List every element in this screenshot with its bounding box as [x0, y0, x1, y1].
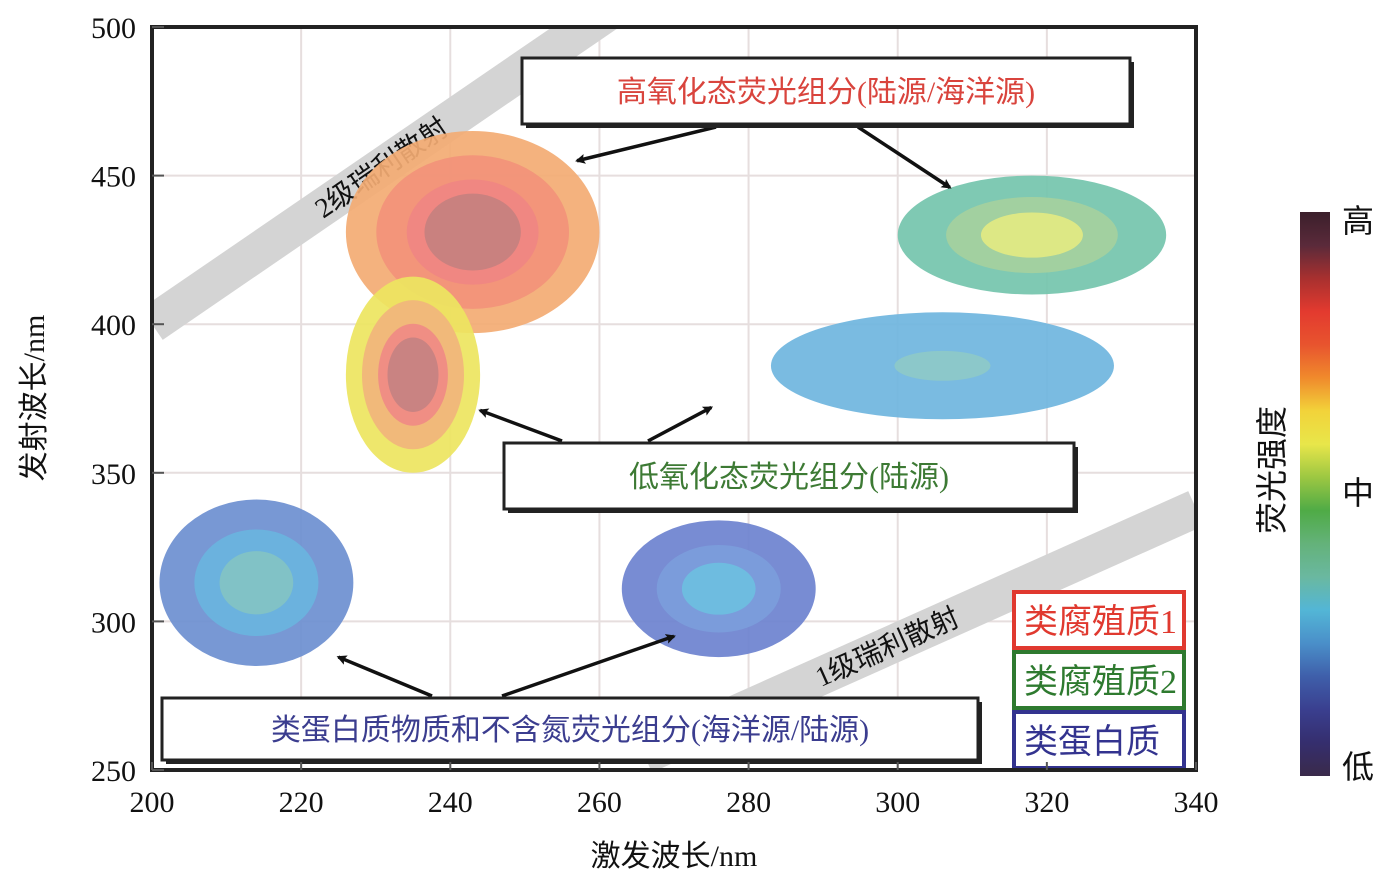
- legend-entry: 类腐殖质1: [1012, 590, 1186, 650]
- annotation-arrow: [647, 405, 714, 443]
- y-axis-title: 发射波长/nm: [18, 315, 51, 482]
- x-tick-label: 220: [279, 786, 324, 819]
- y-tick-label: 250: [91, 755, 136, 788]
- annotation-2: 低氧化态荧光组分(陆源): [478, 405, 1078, 513]
- annotation-arrow: [336, 655, 433, 698]
- legend-label: 类腐殖质1: [1024, 603, 1177, 641]
- y-tick-label: 350: [91, 458, 136, 491]
- peak-contour: [219, 551, 294, 615]
- legend: 类腐殖质1 类腐殖质2 类蛋白质: [1012, 590, 1186, 770]
- colorbar-label-low: 低: [1342, 749, 1374, 785]
- annotation-box: [160, 696, 980, 762]
- x-tick-label: 320: [1024, 786, 1069, 819]
- peak-contour: [980, 212, 1083, 258]
- y-tick-label: 300: [91, 606, 136, 639]
- colorbar: 高 中 低 荧光强度: [1254, 203, 1374, 785]
- annotation-box: [520, 56, 1132, 126]
- x-tick-label: 280: [726, 786, 771, 819]
- colorbar-title: 荧光强度: [1254, 406, 1290, 534]
- annotations: 高氧化态荧光组分(陆源/海洋源) 低氧化态荧光组分(陆源) 类蛋白质物质和不含氮荧光…: [160, 56, 1134, 764]
- peak-contour: [894, 350, 991, 381]
- y-tick-label: 450: [91, 161, 136, 194]
- legend-swatch-box: [1012, 710, 1186, 770]
- legend-swatch-box: [1012, 650, 1186, 710]
- fluorescence-peaks: [159, 131, 1167, 666]
- peak-low-ox-terrestrial-1: [345, 276, 481, 473]
- y-axis-ticks: 250 300 350 400 450 500: [91, 12, 164, 788]
- peak-low-ox-terrestrial-2: [770, 312, 1114, 420]
- x-tick-label: 260: [577, 786, 622, 819]
- y-tick-label: 400: [91, 309, 136, 342]
- colorbar-label-high: 高: [1342, 203, 1374, 239]
- peak-protein-like-2: [621, 520, 816, 658]
- peak-contour: [424, 193, 521, 271]
- legend-swatch-box: [1012, 590, 1186, 650]
- annotation-arrow: [501, 634, 676, 698]
- annotation-arrow: [857, 125, 952, 189]
- annotation-box: [502, 441, 1076, 511]
- x-tick-label: 300: [875, 786, 920, 819]
- annotation-3: 类蛋白质物质和不含氮荧光组分(海洋源/陆源): [160, 634, 982, 764]
- x-tick-label: 340: [1174, 786, 1219, 819]
- annotation-arrow: [478, 408, 563, 443]
- legend-entry: 类腐殖质2: [1012, 650, 1186, 710]
- x-tick-label: 200: [130, 786, 175, 819]
- annotation-text: 类蛋白质物质和不含氮荧光组分(海洋源/陆源): [271, 714, 869, 747]
- annotation-text: 低氧化态荧光组分(陆源): [629, 461, 949, 494]
- annotation-text: 高氧化态荧光组分(陆源/海洋源): [617, 76, 1035, 109]
- peak-protein-like-1: [159, 499, 354, 666]
- colorbar-gradient: [1300, 212, 1330, 776]
- x-axis-title: 激发波长/nm: [591, 840, 758, 873]
- annotation-arrow: [575, 125, 717, 164]
- rayleigh-band-label: 1级瑞利散射: [811, 601, 965, 693]
- peak-contour: [387, 337, 439, 412]
- legend-label: 类蛋白质: [1024, 723, 1160, 761]
- legend-label: 类腐殖质2: [1024, 663, 1177, 701]
- peak-contour: [681, 562, 756, 615]
- annotation-1: 高氧化态荧光组分(陆源/海洋源): [520, 56, 1134, 189]
- x-axis-ticks: 200 220 240 260 280 300 320 340: [130, 762, 1219, 819]
- peak-high-ox-marine: [897, 175, 1167, 295]
- x-tick-label: 240: [428, 786, 473, 819]
- legend-entry: 类蛋白质: [1012, 710, 1186, 770]
- plot-frame: [150, 25, 1198, 772]
- y-tick-label: 500: [91, 12, 136, 45]
- colorbar-label-mid: 中: [1342, 475, 1374, 511]
